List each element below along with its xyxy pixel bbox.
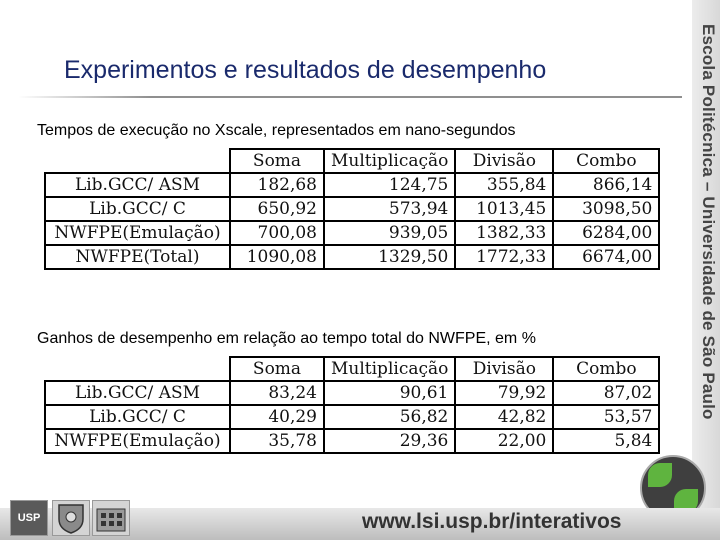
table-cell: 87,02 [552, 380, 661, 406]
table-cell: 1013,45 [454, 196, 555, 222]
table-corner-cell [45, 149, 231, 174]
table-cell: 124,75 [322, 172, 457, 198]
row-label: NWFPE(Total) [44, 244, 231, 270]
title-underline [18, 96, 682, 98]
table-cell: 35,78 [229, 428, 325, 454]
table-row: Lib.GCC/ C 650,92 573,94 1013,45 3098,50 [44, 196, 661, 222]
table-cell: 29,36 [322, 428, 457, 454]
building-icon [96, 508, 126, 532]
table-cell: 3098,50 [552, 196, 661, 222]
row-label: Lib.GCC/ ASM [44, 380, 231, 406]
table2-caption: Ganhos de desempenho em relação ao tempo… [37, 330, 536, 347]
column-header: Divisão [454, 356, 555, 382]
table-cell: 83,24 [229, 380, 325, 406]
lsi-building-logo [92, 500, 130, 536]
table-cell: 182,68 [229, 172, 325, 198]
column-header: Divisão [454, 148, 555, 174]
column-header: Multiplicação [322, 148, 457, 174]
table-cell: 79,92 [454, 380, 555, 406]
table-row: NWFPE(Total) 1090,08 1329,50 1772,33 667… [44, 244, 661, 270]
shield-icon [58, 504, 84, 534]
column-header: Soma [229, 356, 325, 382]
table-cell: 1090,08 [229, 244, 325, 270]
row-label: Lib.GCC/ C [44, 196, 231, 222]
right-side-band: Escola Politécnica – Universidade de São… [692, 0, 720, 540]
usp-logo: USP [10, 500, 48, 536]
table-header-row: Soma Multiplicação Divisão Combo [45, 148, 661, 174]
table-cell: 42,82 [454, 404, 555, 430]
leaf-shape [648, 463, 672, 487]
table-cell: 40,29 [229, 404, 325, 430]
institution-vertical-text: Escola Politécnica – Universidade de São… [699, 24, 718, 420]
table-cell: 6674,00 [552, 244, 661, 270]
column-header: Combo [552, 356, 661, 382]
column-header: Soma [229, 148, 325, 174]
table-cell: 22,00 [454, 428, 555, 454]
table-row: NWFPE(Emulação) 35,78 29,36 22,00 5,84 [44, 428, 661, 454]
row-label: NWFPE(Emulação) [44, 220, 231, 246]
table-row: Lib.GCC/ ASM 83,24 90,61 79,92 87,02 [44, 380, 661, 406]
column-header: Multiplicação [322, 356, 457, 382]
page-title: Experimentos e resultados de desempenho [64, 56, 547, 84]
table-cell: 355,84 [454, 172, 555, 198]
performance-gains-table: Soma Multiplicação Divisão Combo Lib.GCC… [44, 356, 661, 454]
row-label: Lib.GCC/ C [44, 404, 231, 430]
table-cell: 1382,33 [454, 220, 555, 246]
row-label: Lib.GCC/ ASM [44, 172, 231, 198]
execution-times-table: Soma Multiplicação Divisão Combo Lib.GCC… [44, 148, 661, 270]
footer-url: www.lsi.usp.br/interativos [362, 510, 622, 533]
table-cell: 1329,50 [322, 244, 457, 270]
table-row: Lib.GCC/ ASM 182,68 124,75 355,84 866,14 [44, 172, 661, 198]
row-label: NWFPE(Emulação) [44, 428, 231, 454]
table-cell: 5,84 [552, 428, 661, 454]
table-cell: 866,14 [552, 172, 661, 198]
table-row: NWFPE(Emulação) 700,08 939,05 1382,33 62… [44, 220, 661, 246]
table-corner-cell [45, 357, 231, 382]
column-header: Combo [552, 148, 661, 174]
usp-logo-text: USP [17, 512, 41, 524]
table-cell: 56,82 [322, 404, 457, 430]
table-cell: 650,92 [229, 196, 325, 222]
table-cell: 53,57 [552, 404, 661, 430]
table-cell: 573,94 [322, 196, 457, 222]
table-cell: 90,61 [322, 380, 457, 406]
table-cell: 939,05 [322, 220, 457, 246]
table-cell: 700,08 [229, 220, 325, 246]
table-row: Lib.GCC/ C 40,29 56,82 42,82 53,57 [44, 404, 661, 430]
table-cell: 6284,00 [552, 220, 661, 246]
table-header-row: Soma Multiplicação Divisão Combo [45, 356, 661, 382]
poli-shield-logo [52, 500, 90, 536]
table1-caption: Tempos de execução no Xscale, representa… [37, 122, 516, 139]
table-cell: 1772,33 [454, 244, 555, 270]
